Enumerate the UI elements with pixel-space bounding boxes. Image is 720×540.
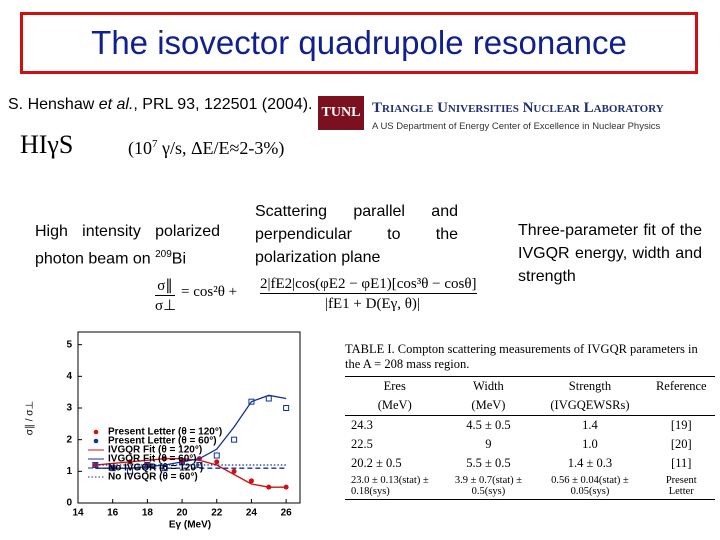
flux-rest: γ/s, ΔE/E≈2-3%)	[157, 138, 285, 158]
flux: (107 γ/s, ΔE/E≈2-3%)	[128, 138, 284, 159]
num: 2|fE2|cos(φE2 − φE1)[cos³θ − cosθ]	[260, 276, 477, 294]
x-tick-label: 18	[142, 508, 154, 519]
note-beam: High intensity polarized photon beam on …	[35, 220, 220, 270]
header-cell: Width	[473, 379, 504, 393]
x-tick-label: 24	[246, 508, 258, 519]
legend-label: No IVGQR (θ = 120°)	[108, 463, 203, 474]
curve	[95, 458, 287, 488]
table-cell: [11]	[671, 456, 692, 470]
legend-label: No IVGQR (θ = 60°)	[108, 472, 198, 483]
legend-label: IVGQR Fit (θ = 60°)	[108, 454, 197, 465]
lab-subtitle: A US Department of Energy Center of Exce…	[372, 121, 661, 132]
header-cell: (MeV)	[471, 398, 506, 412]
table-cell: 20.2 ± 0.5	[351, 456, 402, 470]
x-tick-label: 20	[177, 508, 189, 519]
data-point	[231, 436, 238, 443]
table-cell: 9	[485, 437, 492, 451]
table: Eres Width Strength Reference (MeV) (MeV) (IVG…	[345, 376, 715, 500]
element: Bi	[171, 250, 187, 268]
note-fit: Three-parameter fit of the IVGQR energy,…	[518, 222, 702, 285]
data-point	[214, 459, 220, 465]
header-row: Eres Width Strength Reference	[345, 377, 715, 397]
data-point	[127, 468, 134, 475]
plot: 14 16 18 20 22 24 26 0 1 2 3 4 5 Eγ (MeV) σ∥ / σ⊥ Prese…	[25, 331, 301, 531]
flux-open: (10	[128, 138, 152, 158]
rhs: = cos²θ +	[181, 284, 238, 300]
legend-symbol	[93, 429, 99, 435]
header-cell: Reference	[655, 379, 707, 393]
note-text: High intensity polarized photon beam on	[35, 223, 220, 268]
data-point	[248, 398, 255, 405]
table-row: 24.3 4.5 ± 0.5 1.4 [19]	[345, 416, 715, 436]
y-tick-label: 3	[66, 403, 72, 414]
table-cell: 23.0 ± 0.13(stat) ± 0.18(sys)	[351, 475, 429, 497]
table-cell: 22.5	[351, 437, 373, 451]
header-cell: Eres	[383, 379, 406, 393]
table-block: TABLE I. Compton scattering measurements…	[345, 342, 715, 500]
lhs-den: σ⊥	[155, 298, 177, 314]
curve	[95, 394, 287, 469]
y-tick-label: 4	[66, 371, 72, 382]
formula: σ∥ σ⊥ = cos²θ + 2|fE2|cos(φE2 − φE1)[cos…	[155, 276, 477, 320]
lab-name: Triangle Universities Nuclear Laboratory	[372, 100, 664, 116]
author: S. Henshaw	[8, 96, 99, 113]
legend-symbol	[93, 438, 99, 444]
header-cell: Strength	[568, 379, 612, 393]
header-cell: (IVGQEWSRs)	[550, 398, 630, 412]
header-row: (MeV) (MeV) (IVGQEWSRs)	[345, 396, 715, 416]
note-scattering: Scattering parallel and perpendicular to…	[255, 203, 458, 266]
table-cell: 3.9 ± 0.7(stat) ± 0.5(sys)	[454, 475, 523, 497]
table-caption: TABLE I. Compton scattering measurements…	[345, 342, 698, 371]
x-tick-label: 16	[107, 508, 119, 519]
x-tick-label: 14	[72, 508, 84, 519]
table-cell: 1.4 ± 0.3	[567, 456, 613, 470]
data-point	[231, 468, 237, 474]
legend-label: Present Letter (θ = 60°)	[108, 436, 217, 447]
y-tick-label: 5	[66, 339, 72, 350]
table-cell: 1.4	[582, 418, 598, 432]
table-cell: [20]	[670, 437, 692, 451]
data-point	[265, 395, 272, 402]
table-cell: 24.3	[351, 418, 373, 432]
table-cell: 1.0	[582, 437, 598, 451]
table-cell: [19]	[670, 418, 692, 432]
lhs-num: σ∥	[155, 276, 175, 296]
slide-title: The isovector quadrupole resonance	[20, 12, 698, 74]
plot-frame	[77, 331, 301, 504]
data-point	[213, 452, 220, 459]
y-tick-label: 1	[66, 466, 72, 477]
table-row: 22.5 9 1.0 [20]	[345, 435, 715, 454]
x-tick-label: 22	[211, 508, 223, 519]
y-axis-label: σ∥ / σ⊥	[25, 401, 36, 435]
table-row: 23.0 ± 0.13(stat) ± 0.18(sys) 3.9 ± 0.7(s…	[345, 473, 715, 500]
reference: S. Henshaw et al., PRL 93, 122501 (2004)…	[8, 95, 328, 114]
facility: HIγS	[20, 130, 74, 159]
legend-label: IVGQR Fit (θ = 120°)	[108, 445, 202, 456]
legend-label: Present Letter (θ = 120°)	[108, 427, 222, 438]
x-axis-label: Eγ (MeV)	[169, 520, 211, 531]
mass-number: 209	[155, 249, 172, 260]
table-cell: 4.5 ± 0.5	[466, 418, 511, 432]
header-cell: (MeV)	[377, 398, 412, 412]
data-point	[248, 478, 254, 484]
et-al: et al.	[98, 96, 134, 113]
y-tick-label: 2	[66, 434, 72, 445]
header-cell	[648, 396, 715, 416]
x-tick-label: 26	[281, 508, 293, 519]
table-row: 20.2 ± 0.5 5.5 ± 0.5 1.4 ± 0.3 [11]	[345, 454, 715, 473]
den: |fE1 + D(Eγ, θ)|	[325, 296, 420, 312]
y-tick-label: 0	[66, 498, 72, 509]
table-cell: Present Letter	[665, 475, 697, 497]
table-cell: 0.56 ± 0.04(stat) ± 0.05(sys)	[551, 475, 629, 497]
table-cell: 5.5 ± 0.5	[466, 456, 511, 470]
flux-exp: 7	[152, 138, 158, 150]
citation: , PRL 93, 122501 (2004).	[133, 96, 313, 113]
data-point	[283, 405, 290, 411]
lab-logo: TUNL	[318, 96, 364, 130]
